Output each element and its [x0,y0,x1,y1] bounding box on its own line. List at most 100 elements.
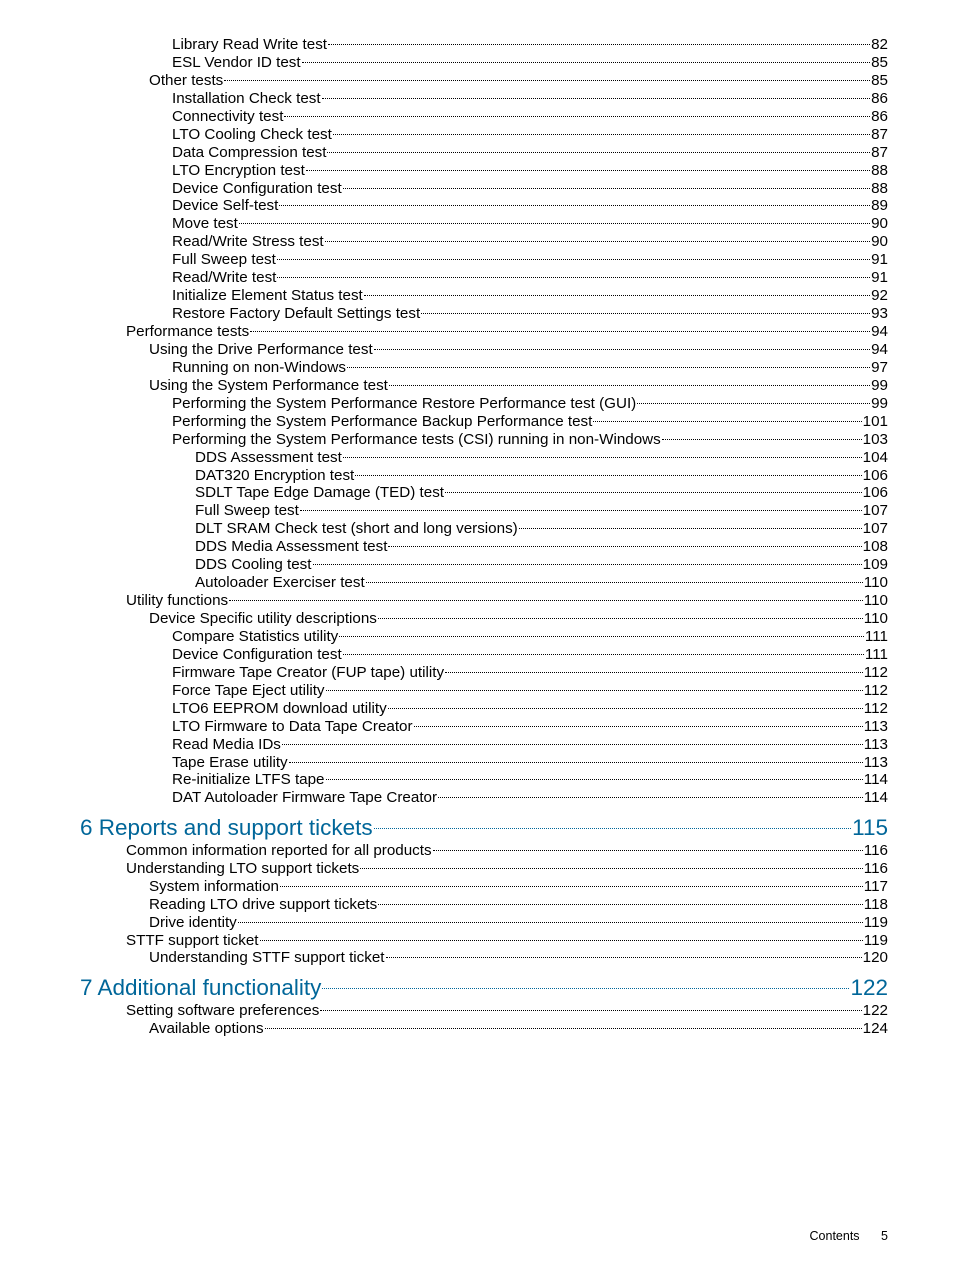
toc-chapter[interactable]: 7 Additional functionality122 [80,975,888,1002]
toc-entry[interactable]: LTO Firmware to Data Tape Creator113 [80,718,888,736]
toc-entry-page: 103 [863,431,888,449]
toc-entry[interactable]: Performing the System Performance Restor… [80,395,888,413]
toc-entry-page: 88 [871,180,888,198]
toc-entry[interactable]: Available options124 [80,1020,888,1038]
toc-leader-dots [388,708,863,709]
toc-entry[interactable]: LTO Encryption test88 [80,162,888,180]
toc-leader-dots [414,726,863,727]
toc-leader-dots [386,957,862,958]
toc-entry[interactable]: DDS Assessment test104 [80,449,888,467]
toc-entry[interactable]: Performing the System Performance tests … [80,431,888,449]
toc-entry-title: STTF support ticket [126,932,259,950]
toc-entry[interactable]: DDS Media Assessment test108 [80,538,888,556]
toc-entry[interactable]: Re-initialize LTFS tape114 [80,771,888,789]
toc-entry-title: DDS Cooling test [195,556,312,574]
toc-entry-title: Performing the System Performance Backup… [172,413,592,431]
toc-entry[interactable]: Utility functions 110 [80,592,888,610]
toc-entry[interactable]: SDLT Tape Edge Damage (TED) test106 [80,484,888,502]
toc-entry[interactable]: Read/Write test91 [80,269,888,287]
toc-entry[interactable]: STTF support ticket119 [80,932,888,950]
toc-entry[interactable]: Connectivity test 86 [80,108,888,126]
toc-entry-page: 99 [871,377,888,395]
toc-entry[interactable]: Using the System Performance test99 [80,377,888,395]
toc-entry-title: Understanding STTF support ticket [149,949,385,967]
toc-entry-page: 117 [864,878,888,896]
toc-entry-page: 86 [871,108,888,126]
toc-entry-page: 114 [864,789,888,807]
toc-entry[interactable]: Data Compression test87 [80,144,888,162]
toc-leader-dots [328,44,870,45]
toc-entry-title: DDS Media Assessment test [195,538,387,556]
toc-entry[interactable]: Performance tests94 [80,323,888,341]
toc-entry-page: 99 [871,395,888,413]
toc-entry[interactable]: Move test90 [80,215,888,233]
toc-leader-dots [343,188,870,189]
toc-entry-title: Drive identity [149,914,237,932]
toc-entry[interactable]: Understanding STTF support ticket120 [80,949,888,967]
toc-entry[interactable]: Using the Drive Performance test94 [80,341,888,359]
toc-entry-title: Connectivity test [172,108,283,126]
toc-entry[interactable]: Device Specific utility descriptions110 [80,610,888,628]
toc-entry[interactable]: Installation Check test86 [80,90,888,108]
toc-entry[interactable]: Tape Erase utility113 [80,754,888,772]
toc-entry-title: 6 Reports and support tickets [80,815,373,842]
toc-entry[interactable]: Device Configuration test 88 [80,180,888,198]
toc-entry-title: Installation Check test [172,90,321,108]
toc-entry-page: 91 [871,251,888,269]
toc-entry[interactable]: DAT Autoloader Firmware Tape Creator114 [80,789,888,807]
toc-entry[interactable]: Setting software preferences122 [80,1002,888,1020]
toc-entry[interactable]: Reading LTO drive support tickets 118 [80,896,888,914]
toc-entry[interactable]: Restore Factory Default Settings test93 [80,305,888,323]
toc-entry-title: Read/Write Stress test [172,233,324,251]
toc-entry-title: LTO6 EEPROM download utility [172,700,387,718]
toc-entry[interactable]: Understanding LTO support tickets116 [80,860,888,878]
toc-entry[interactable]: Full Sweep test91 [80,251,888,269]
toc-entry-page: 92 [871,287,888,305]
toc-entry[interactable]: Running on non-Windows97 [80,359,888,377]
toc-entry-title: Reading LTO drive support tickets [149,896,377,914]
toc-entry[interactable]: Full Sweep test107 [80,502,888,520]
toc-entry[interactable]: Firmware Tape Creator (FUP tape) utility… [80,664,888,682]
toc-entry[interactable]: DDS Cooling test109 [80,556,888,574]
toc-entry-page: 113 [864,718,888,736]
toc-entry[interactable]: Device Self-test89 [80,197,888,215]
toc-entry[interactable]: LTO Cooling Check test87 [80,126,888,144]
toc-entry-page: 90 [871,233,888,251]
toc-entry-page: 91 [871,269,888,287]
toc-leader-dots [438,797,863,798]
toc-entry[interactable]: Read/Write Stress test 90 [80,233,888,251]
toc-entry-page: 110 [864,592,888,610]
footer-label: Contents [810,1229,860,1243]
toc-entry-title: Utility functions [126,592,228,610]
toc-entry[interactable]: Initialize Element Status test92 [80,287,888,305]
toc-entry[interactable]: LTO6 EEPROM download utility112 [80,700,888,718]
toc-entry[interactable]: System information 117 [80,878,888,896]
toc-entry[interactable]: Autoloader Exerciser test110 [80,574,888,592]
toc-entry[interactable]: Device Configuration test111 [80,646,888,664]
toc-leader-dots [306,170,870,171]
toc-entry-page: 118 [864,896,888,914]
toc-entry[interactable]: Other tests85 [80,72,888,90]
toc-leader-dots [302,62,870,63]
toc-entry[interactable]: Force Tape Eject utility112 [80,682,888,700]
toc-entry-title: Device Configuration test [172,180,342,198]
toc-entry-title: DAT320 Encryption test [195,467,354,485]
toc-entry[interactable]: DLT SRAM Check test (short and long vers… [80,520,888,538]
toc-entry[interactable]: DAT320 Encryption test106 [80,467,888,485]
toc-entry[interactable]: Common information reported for all prod… [80,842,888,860]
toc-entry[interactable]: Library Read Write test82 [80,36,888,54]
toc-entry[interactable]: Read Media IDs113 [80,736,888,754]
toc-entry-page: 82 [871,36,888,54]
toc-entry-page: 104 [863,449,888,467]
toc-leader-dots [343,457,862,458]
toc-entry[interactable]: Drive identity119 [80,914,888,932]
toc-entry-page: 94 [871,341,888,359]
toc-entry[interactable]: Compare Statistics utility111 [80,628,888,646]
toc-chapter[interactable]: 6 Reports and support tickets115 [80,815,888,842]
toc-entry[interactable]: ESL Vendor ID test85 [80,54,888,72]
toc-entry[interactable]: Performing the System Performance Backup… [80,413,888,431]
toc-leader-dots [445,672,863,673]
toc-entry-title: System information [149,878,279,896]
toc-entry-page: 110 [864,610,888,628]
toc-entry-title: 7 Additional functionality [80,975,321,1002]
